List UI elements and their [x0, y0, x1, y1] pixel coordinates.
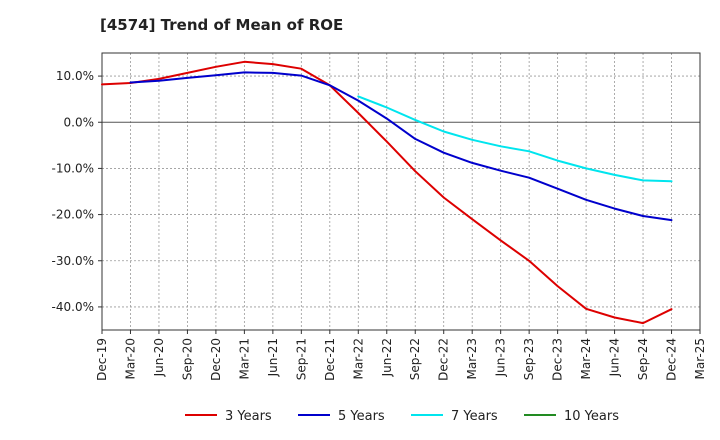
x-tick-label: Sep-20	[180, 338, 194, 380]
plot-frame	[101, 52, 701, 331]
x-tick-label: Jun-23	[494, 338, 508, 377]
x-tick-label: Sep-22	[408, 338, 422, 380]
x-tick-label: Jun-20	[152, 338, 166, 377]
x-tick-label: Mar-21	[237, 338, 251, 379]
axes: 10.0% 0.0% -10.0% -20.0% -30.0% -40.0% Dec-19 M…	[52, 52, 707, 381]
legend-label-7-years: 7 Years	[451, 409, 498, 424]
x-tick-label: Jun-24	[608, 338, 622, 377]
x-tick-label: Dec-21	[323, 338, 337, 381]
y-tick-label: -20.0%	[52, 208, 94, 222]
x-tick-label: Mar-23	[465, 338, 479, 379]
series-line-5-years	[129, 71, 673, 222]
chart-title: [4574] Trend of Mean of ROE	[100, 16, 343, 34]
y-tick-label: -40.0%	[52, 300, 94, 314]
grid	[102, 53, 701, 330]
x-tick-label: Dec-22	[437, 338, 451, 381]
y-tick-label: -10.0%	[52, 161, 94, 175]
x-tick-label: Dec-24	[665, 338, 679, 381]
x-tick-label: Jun-22	[380, 338, 394, 377]
x-tick-label: Jun-21	[266, 338, 280, 377]
x-tick-label: Mar-24	[579, 338, 593, 379]
legend-label-5-years: 5 Years	[338, 409, 385, 424]
x-tick-label: Mar-22	[351, 338, 365, 379]
legend: 3 Years 5 Years 7 Years 10 Years	[185, 409, 619, 424]
x-tick-label: Dec-19	[95, 338, 109, 381]
x-tick-label: Dec-23	[551, 338, 565, 381]
y-tick-label: -30.0%	[52, 254, 94, 268]
legend-label-3-years: 3 Years	[225, 409, 272, 424]
x-tick-label: Sep-21	[294, 338, 308, 380]
series-lines	[101, 60, 673, 325]
x-tick-label: Mar-20	[123, 338, 137, 379]
x-tick-label: Dec-20	[209, 338, 223, 381]
series-line-3-years	[101, 60, 673, 325]
y-tick-label: 10.0%	[56, 69, 94, 83]
legend-label-10-years: 10 Years	[564, 409, 619, 424]
x-tick-label: Sep-23	[522, 338, 536, 380]
series-line-7-years	[357, 95, 673, 183]
x-tick-label: Sep-24	[636, 338, 650, 380]
x-tick-label: Mar-25	[693, 338, 707, 379]
y-tick-label: 0.0%	[64, 115, 95, 129]
